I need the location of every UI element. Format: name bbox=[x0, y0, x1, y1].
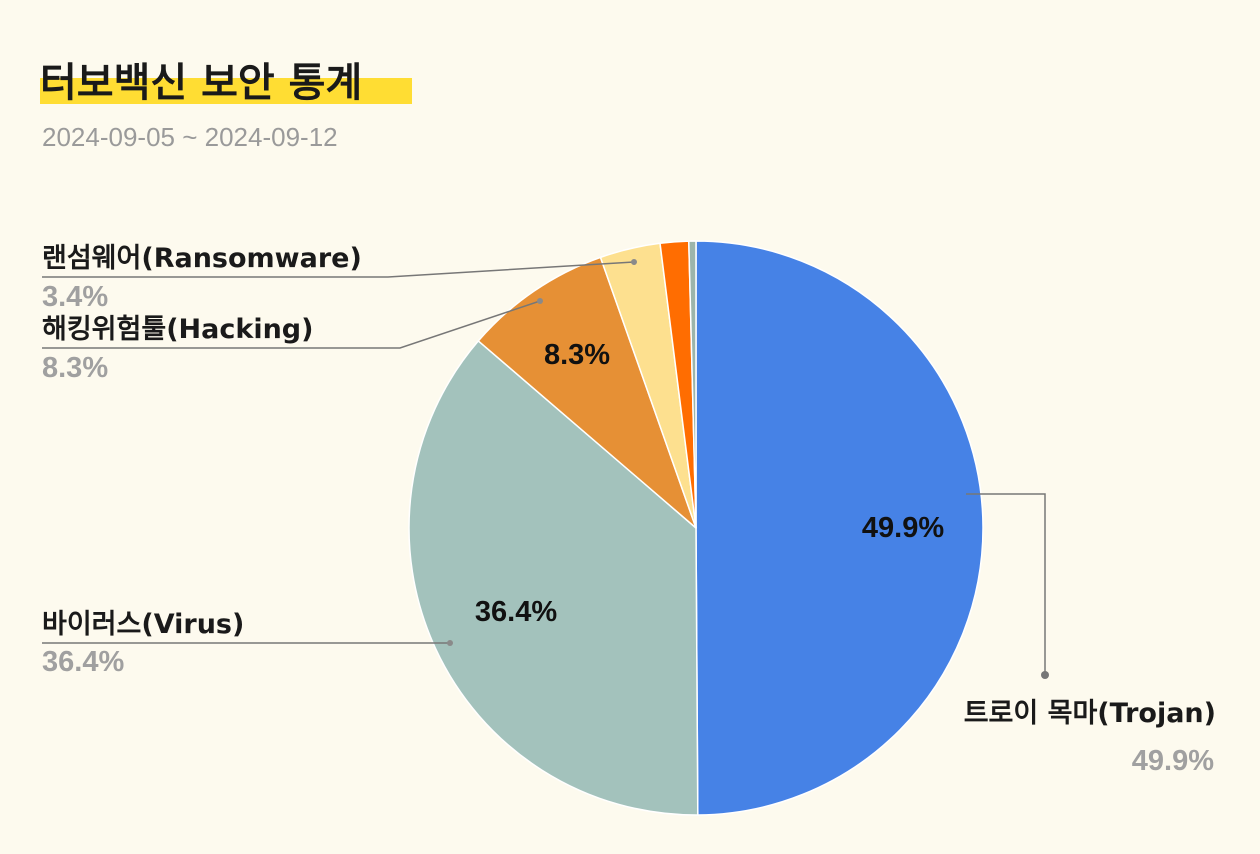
leader-line-ransomware bbox=[42, 261, 635, 278]
legend-pct-ransomware: 3.4% bbox=[42, 281, 108, 313]
pie-slice-virus bbox=[408, 340, 699, 816]
legend-label-ransomware: 랜섬웨어(Ransomware) bbox=[42, 243, 362, 274]
inside-label-virus: 36.4% bbox=[475, 596, 557, 628]
pie-slice-other-b bbox=[688, 240, 697, 529]
title-block: 터보백신 보안 통계 bbox=[40, 50, 412, 108]
pie-slice-trojan bbox=[695, 240, 984, 816]
inside-label-trojan: 49.9% bbox=[862, 512, 944, 544]
inside-label-hacking: 8.3% bbox=[544, 339, 610, 371]
legend-label-trojan: 트로이 목마(Trojan) bbox=[964, 698, 1216, 729]
legend-pct-trojan: 49.9% bbox=[1132, 745, 1214, 777]
leader-dot-trojan bbox=[1041, 671, 1049, 679]
leader-dot-hacking bbox=[537, 298, 543, 304]
leader-dot-virus bbox=[447, 640, 453, 646]
leader-dot-ransomware bbox=[631, 259, 637, 265]
pie-slices bbox=[408, 240, 984, 816]
leader-line-hacking bbox=[42, 300, 541, 349]
leader-line-trojan bbox=[966, 493, 1046, 675]
pie-slice-hacking bbox=[477, 256, 697, 529]
legend-pct-hacking: 8.3% bbox=[42, 352, 108, 384]
chart-title: 터보백신 보안 통계 bbox=[40, 60, 363, 106]
legend-label-virus: 바이러스(Virus) bbox=[42, 609, 244, 640]
leader-lines bbox=[42, 259, 1049, 679]
date-range: 2024-09-05 ~ 2024-09-12 bbox=[42, 122, 338, 152]
legend-pct-virus: 36.4% bbox=[42, 646, 124, 678]
title-highlight bbox=[40, 78, 412, 104]
legend-label-hacking: 해킹위험툴(Hacking) bbox=[42, 314, 313, 345]
